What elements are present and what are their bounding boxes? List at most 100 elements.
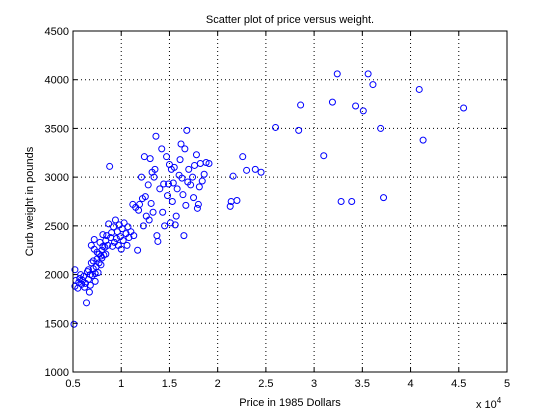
data-point: [229, 172, 237, 180]
data-point: [192, 151, 200, 159]
data-point: [70, 320, 78, 328]
y-tick-label: 3500: [45, 123, 69, 135]
data-point: [333, 70, 341, 78]
x-axis-exponent-base: x 10: [476, 399, 497, 411]
data-point: [99, 231, 107, 239]
plot-frame: [72, 30, 508, 373]
y-tick-label: 3000: [45, 172, 69, 184]
data-point: [137, 173, 145, 181]
data-point: [104, 241, 112, 249]
data-point: [111, 216, 119, 224]
data-point: [377, 124, 385, 132]
data-point: [251, 165, 259, 173]
data-point: [179, 191, 187, 199]
y-tick-label: 1500: [45, 318, 69, 330]
data-point: [102, 250, 110, 258]
data-point: [172, 212, 180, 220]
x-axis-exponent: x 104: [476, 396, 502, 411]
data-point: [198, 177, 206, 185]
data-point: [130, 232, 138, 240]
data-point: [141, 193, 149, 201]
data-point: [194, 200, 202, 208]
x-axis-exponent-power: 4: [497, 396, 502, 405]
x-tick-label: 3: [311, 378, 317, 390]
y-axis-label: Curb weight in pounds: [24, 146, 36, 256]
data-point: [147, 199, 155, 207]
plot-area: [73, 31, 507, 372]
data-point: [233, 197, 241, 205]
data-point: [183, 126, 191, 134]
data-point: [161, 222, 169, 230]
data-point: [380, 194, 388, 202]
data-point: [94, 269, 102, 277]
data-point: [97, 261, 105, 269]
data-point: [178, 174, 186, 182]
data-point: [85, 288, 93, 296]
x-tick-label: 4: [407, 378, 413, 390]
data-point: [152, 132, 160, 140]
data-point: [139, 222, 147, 230]
x-tick-label: 2.5: [258, 378, 273, 390]
data-point: [170, 163, 178, 171]
data-point: [205, 160, 213, 168]
x-tick-label: 1: [118, 378, 124, 390]
y-tick-label: 2000: [45, 270, 69, 282]
data-point: [243, 166, 251, 174]
data-point: [160, 180, 168, 188]
data-point: [297, 101, 305, 109]
data-point: [337, 198, 345, 205]
data-point: [83, 299, 91, 307]
data-point: [352, 102, 360, 110]
data-point: [195, 183, 203, 191]
y-tick-label: 1000: [45, 367, 69, 379]
data-point: [136, 200, 144, 208]
data-point: [90, 235, 98, 243]
grid-lines: [73, 31, 507, 372]
data-point: [257, 168, 265, 176]
data-point: [123, 241, 131, 249]
data-point: [181, 145, 189, 153]
data-point: [168, 198, 176, 205]
data-point: [91, 270, 99, 278]
data-point: [112, 235, 120, 243]
data-point: [173, 185, 181, 193]
data-point: [272, 123, 280, 131]
data-point: [419, 136, 427, 144]
data-point: [295, 126, 303, 134]
x-tick-label: 1.5: [162, 378, 177, 390]
data-point: [359, 107, 367, 115]
data-point: [364, 70, 372, 78]
data-point: [117, 245, 125, 253]
data-point: [71, 266, 79, 274]
data-point: [144, 181, 152, 189]
data-point: [149, 208, 157, 216]
data-point: [369, 81, 377, 89]
data-point: [163, 153, 171, 161]
data-point: [239, 153, 247, 161]
data-point: [176, 156, 184, 164]
data-point: [134, 246, 142, 254]
x-tick-label: 2: [215, 378, 221, 390]
data-point: [154, 237, 162, 245]
data-point: [185, 165, 193, 173]
data-point: [158, 145, 166, 153]
data-point: [86, 281, 94, 289]
y-tick-label: 4000: [45, 75, 69, 87]
data-point: [164, 180, 172, 188]
data-point: [169, 179, 177, 187]
data-point: [120, 219, 128, 227]
data-point: [159, 208, 167, 216]
data-point: [415, 85, 423, 93]
data-point: [150, 173, 158, 181]
data-point: [145, 216, 153, 224]
data-point: [156, 185, 164, 193]
data-point: [177, 140, 185, 148]
data-point: [190, 194, 198, 202]
x-tick-label: 0.5: [65, 378, 80, 390]
y-axis-ticks: 1000 1500 2000 2500 3000 3500 4000 4500: [45, 26, 507, 379]
data-point: [200, 170, 208, 178]
x-axis-ticks: 0.5 1 1.5 2 2.5 3 3.5 4 4.5 5: [65, 31, 510, 390]
data-point: [106, 162, 114, 170]
data-point: [119, 236, 127, 244]
